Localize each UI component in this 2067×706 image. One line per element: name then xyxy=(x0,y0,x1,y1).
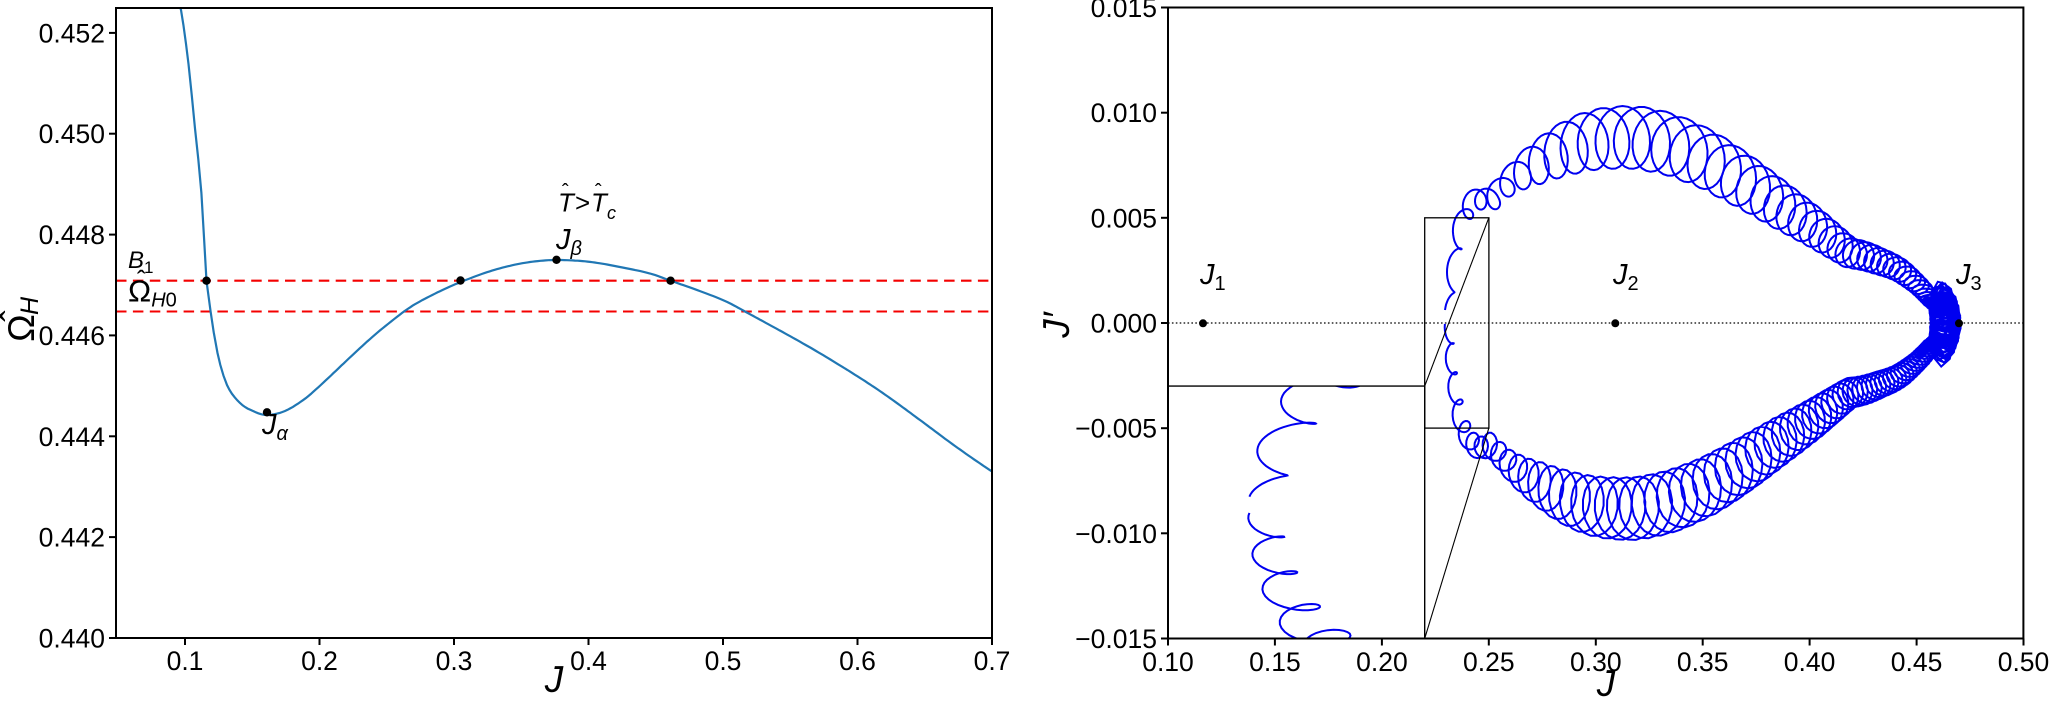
svg-text:T: T xyxy=(591,188,609,218)
svg-text:0.15: 0.15 xyxy=(1249,647,1301,677)
svg-text:0.450: 0.450 xyxy=(39,119,105,149)
svg-text:ˆ: ˆ xyxy=(595,181,602,203)
svg-text:>: > xyxy=(575,188,590,218)
svg-text:0.4: 0.4 xyxy=(570,646,607,676)
svg-text:c: c xyxy=(607,203,616,223)
svg-text:0.005: 0.005 xyxy=(1091,203,1157,233)
svg-text:Ω: Ω xyxy=(1,314,42,342)
svg-text:J: J xyxy=(544,659,564,700)
svg-text:0.35: 0.35 xyxy=(1677,647,1729,677)
svg-text:0.45: 0.45 xyxy=(1891,647,1943,677)
svg-text:0.448: 0.448 xyxy=(39,220,105,250)
svg-text:ˆ: ˆ xyxy=(137,265,146,295)
svg-text:0.30: 0.30 xyxy=(1570,647,1622,677)
svg-text:0.010: 0.010 xyxy=(1091,98,1157,128)
svg-text:0.440: 0.440 xyxy=(39,624,105,654)
svg-text:0.444: 0.444 xyxy=(39,422,105,452)
svg-text:−0.015: −0.015 xyxy=(1075,624,1157,654)
svg-text:T: T xyxy=(558,188,576,218)
svg-text:0.452: 0.452 xyxy=(39,18,105,48)
svg-text:0.7: 0.7 xyxy=(974,646,1011,676)
svg-text:J: J xyxy=(1596,663,1616,701)
svg-text:0.015: 0.015 xyxy=(1091,0,1157,23)
svg-text:H: H xyxy=(16,296,44,315)
svg-text:0.2: 0.2 xyxy=(301,646,338,676)
svg-text:0.3: 0.3 xyxy=(436,646,473,676)
svg-text:0.1: 0.1 xyxy=(167,646,204,676)
svg-text:0.40: 0.40 xyxy=(1784,647,1836,677)
svg-text:ˆ: ˆ xyxy=(0,310,33,321)
svg-text:−0.010: −0.010 xyxy=(1075,519,1157,549)
svg-text:0.20: 0.20 xyxy=(1356,647,1408,677)
svg-text:−0.005: −0.005 xyxy=(1075,414,1157,444)
svg-text:0.442: 0.442 xyxy=(39,523,105,553)
svg-text:ˆ: ˆ xyxy=(562,181,569,203)
svg-text:0.446: 0.446 xyxy=(39,321,105,351)
svg-text:0.25: 0.25 xyxy=(1463,647,1515,677)
svg-text:0.50: 0.50 xyxy=(1998,647,2050,677)
svg-text:0.5: 0.5 xyxy=(705,646,742,676)
svg-text:J′: J′ xyxy=(1036,311,1077,339)
svg-text:0.10: 0.10 xyxy=(1142,647,1194,677)
svg-text:0.000: 0.000 xyxy=(1091,309,1157,339)
svg-text:0.6: 0.6 xyxy=(839,646,876,676)
